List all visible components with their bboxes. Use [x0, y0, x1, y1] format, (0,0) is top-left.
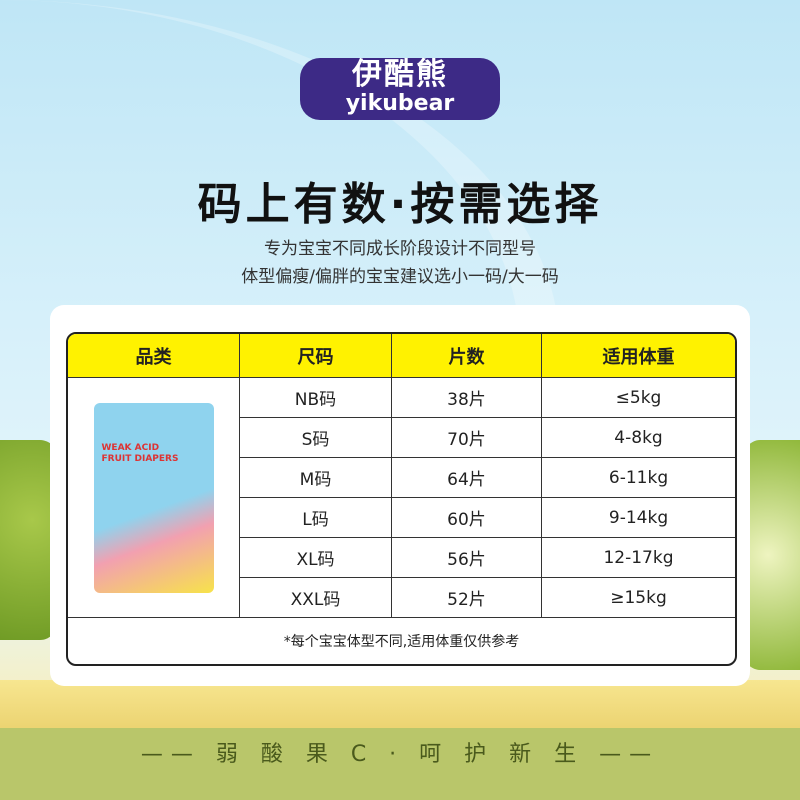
subtitle-2: 体型偏瘦/偏胖的宝宝建议选小一码/大一码	[241, 267, 559, 287]
weight-cell: 6-11kg	[542, 458, 735, 498]
count-cell: 60片	[392, 498, 542, 538]
size-cell: S码	[240, 418, 392, 458]
header-count: 片数	[392, 334, 542, 378]
header-size: 尺码	[240, 334, 392, 378]
headline: 码上有数·按需选择	[197, 179, 603, 230]
logo-en: yikubear	[345, 91, 455, 116]
slogan: —— 弱 酸 果 C · 呵 护 新 生 ——	[140, 742, 660, 767]
table-row: WEAK ACID FRUIT DIAPERS NB码 38片 ≤5kg	[68, 378, 735, 618]
table-row: XXL码 52片 ≥15kg	[68, 578, 735, 618]
weight-cell: 9-14kg	[542, 498, 735, 538]
footnote: *每个宝宝体型不同,适用体重仅供参考	[283, 634, 520, 650]
count-cell: 64片	[392, 458, 542, 498]
diaper-pack-image: WEAK ACID FRUIT DIAPERS	[93, 402, 214, 593]
header-category: 品类	[68, 334, 240, 378]
count-cell: 70片	[392, 418, 542, 458]
size-cell: NB码	[240, 378, 392, 418]
product-image-cell: WEAK ACID FRUIT DIAPERS	[68, 378, 240, 618]
size-cell: L码	[240, 498, 392, 538]
weight-cell: ≤5kg	[542, 378, 735, 418]
table-footnote-row: *每个宝宝体型不同,适用体重仅供参考	[68, 618, 735, 664]
table-row: M码 64片 6-11kg	[68, 458, 735, 498]
header-weight: 适用体重	[542, 334, 735, 378]
bottom-strip	[0, 728, 800, 800]
table-row: XL码 56片 12-17kg	[68, 538, 735, 578]
size-cell: XXL码	[240, 578, 392, 618]
pack-text: WEAK ACID FRUIT DIAPERS	[101, 442, 179, 464]
count-cell: 38片	[392, 378, 542, 418]
weight-cell: ≥15kg	[542, 578, 735, 618]
logo-cn: 伊酷熊	[352, 57, 448, 92]
weight-cell: 12-17kg	[542, 538, 735, 578]
size-table: 品类 尺码 片数 适用体重 WEAK ACID FRUIT DIAPERS NB…	[66, 332, 737, 666]
weight-cell: 4-8kg	[542, 418, 735, 458]
size-cell: XL码	[240, 538, 392, 578]
count-cell: 52片	[392, 578, 542, 618]
table-header-row: 品类 尺码 片数 适用体重	[68, 334, 735, 378]
brand-logo: 伊酷熊 yikubear	[300, 58, 500, 120]
table-row: L码 60片 9-14kg	[68, 498, 735, 538]
table-row: S码 70片 4-8kg	[68, 418, 735, 458]
subtitle-1: 专为宝宝不同成长阶段设计不同型号	[264, 239, 536, 259]
count-cell: 56片	[392, 538, 542, 578]
size-cell: M码	[240, 458, 392, 498]
